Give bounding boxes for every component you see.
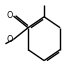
Text: O: O <box>6 35 13 44</box>
Text: O: O <box>6 11 13 20</box>
